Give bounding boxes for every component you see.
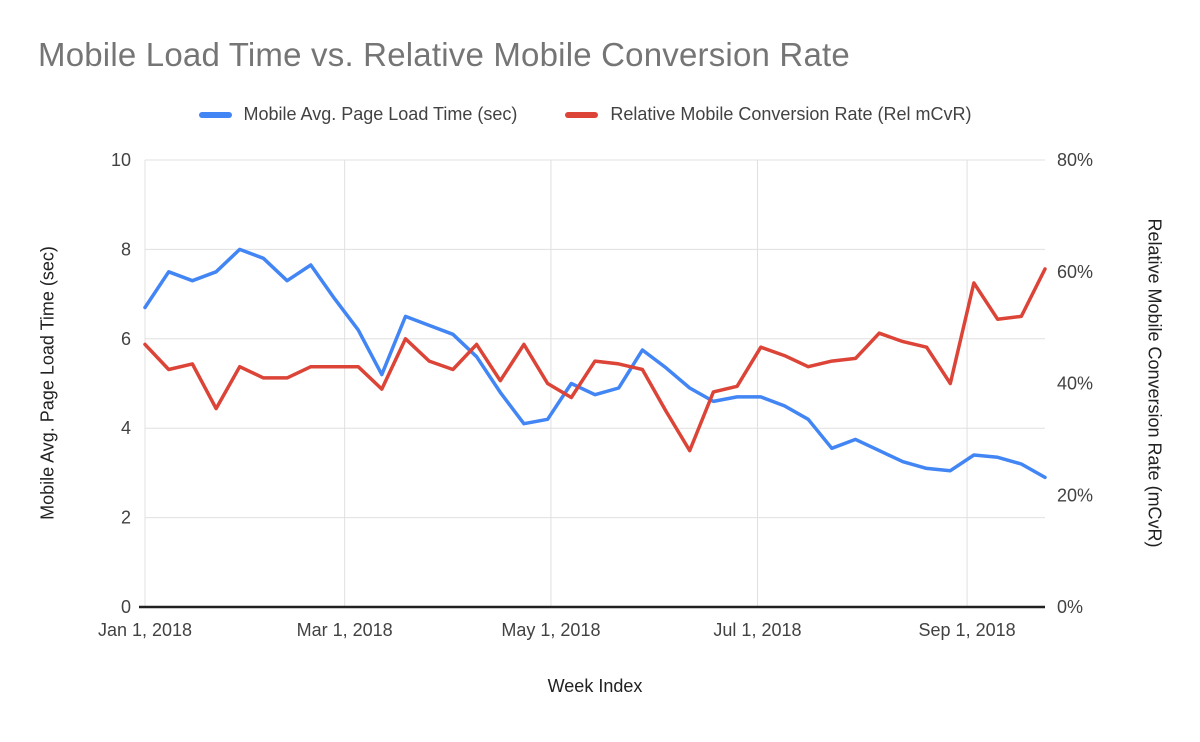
x-axis-tick-label: May 1, 2018 bbox=[501, 620, 600, 640]
legend: Mobile Avg. Page Load Time (sec) Relativ… bbox=[0, 104, 1170, 125]
legend-item-conversion-rate: Relative Mobile Conversion Rate (Rel mCv… bbox=[565, 104, 971, 125]
legend-label-load-time: Mobile Avg. Page Load Time (sec) bbox=[243, 104, 518, 124]
x-axis-title: Week Index bbox=[547, 676, 643, 696]
right-axis-tick-label: 20% bbox=[1057, 485, 1093, 505]
legend-label-conversion-rate: Relative Mobile Conversion Rate (Rel mCv… bbox=[610, 104, 972, 124]
legend-swatch-blue bbox=[198, 111, 232, 118]
legend-item-load-time: Mobile Avg. Page Load Time (sec) bbox=[198, 104, 518, 125]
left-axis-tick-label: 10 bbox=[111, 150, 131, 170]
series-line-conversion-rate bbox=[143, 267, 1047, 453]
x-axis-tick-label: Sep 1, 2018 bbox=[919, 620, 1016, 640]
left-axis-tick-label: 4 bbox=[121, 418, 131, 438]
right-axis-tick-label: 80% bbox=[1057, 150, 1093, 170]
x-axis-tick-label: Jul 1, 2018 bbox=[713, 620, 801, 640]
chart-title: Mobile Load Time vs. Relative Mobile Con… bbox=[38, 36, 850, 73]
left-axis-tick-label: 0 bbox=[121, 597, 131, 617]
right-axis-tick-label: 60% bbox=[1057, 262, 1093, 282]
legend-swatch-red bbox=[565, 111, 599, 118]
right-axis-tick-label: 0% bbox=[1057, 597, 1083, 617]
left-axis-tick-label: 8 bbox=[121, 239, 131, 259]
left-axis-tick-label: 2 bbox=[121, 508, 131, 528]
series-line-load-time bbox=[143, 247, 1047, 480]
left-axis-tick-label: 6 bbox=[121, 329, 131, 349]
x-axis-tick-label: Jan 1, 2018 bbox=[98, 620, 192, 640]
right-axis-tick-label: 40% bbox=[1057, 374, 1093, 394]
x-axis-tick-label: Mar 1, 2018 bbox=[297, 620, 393, 640]
